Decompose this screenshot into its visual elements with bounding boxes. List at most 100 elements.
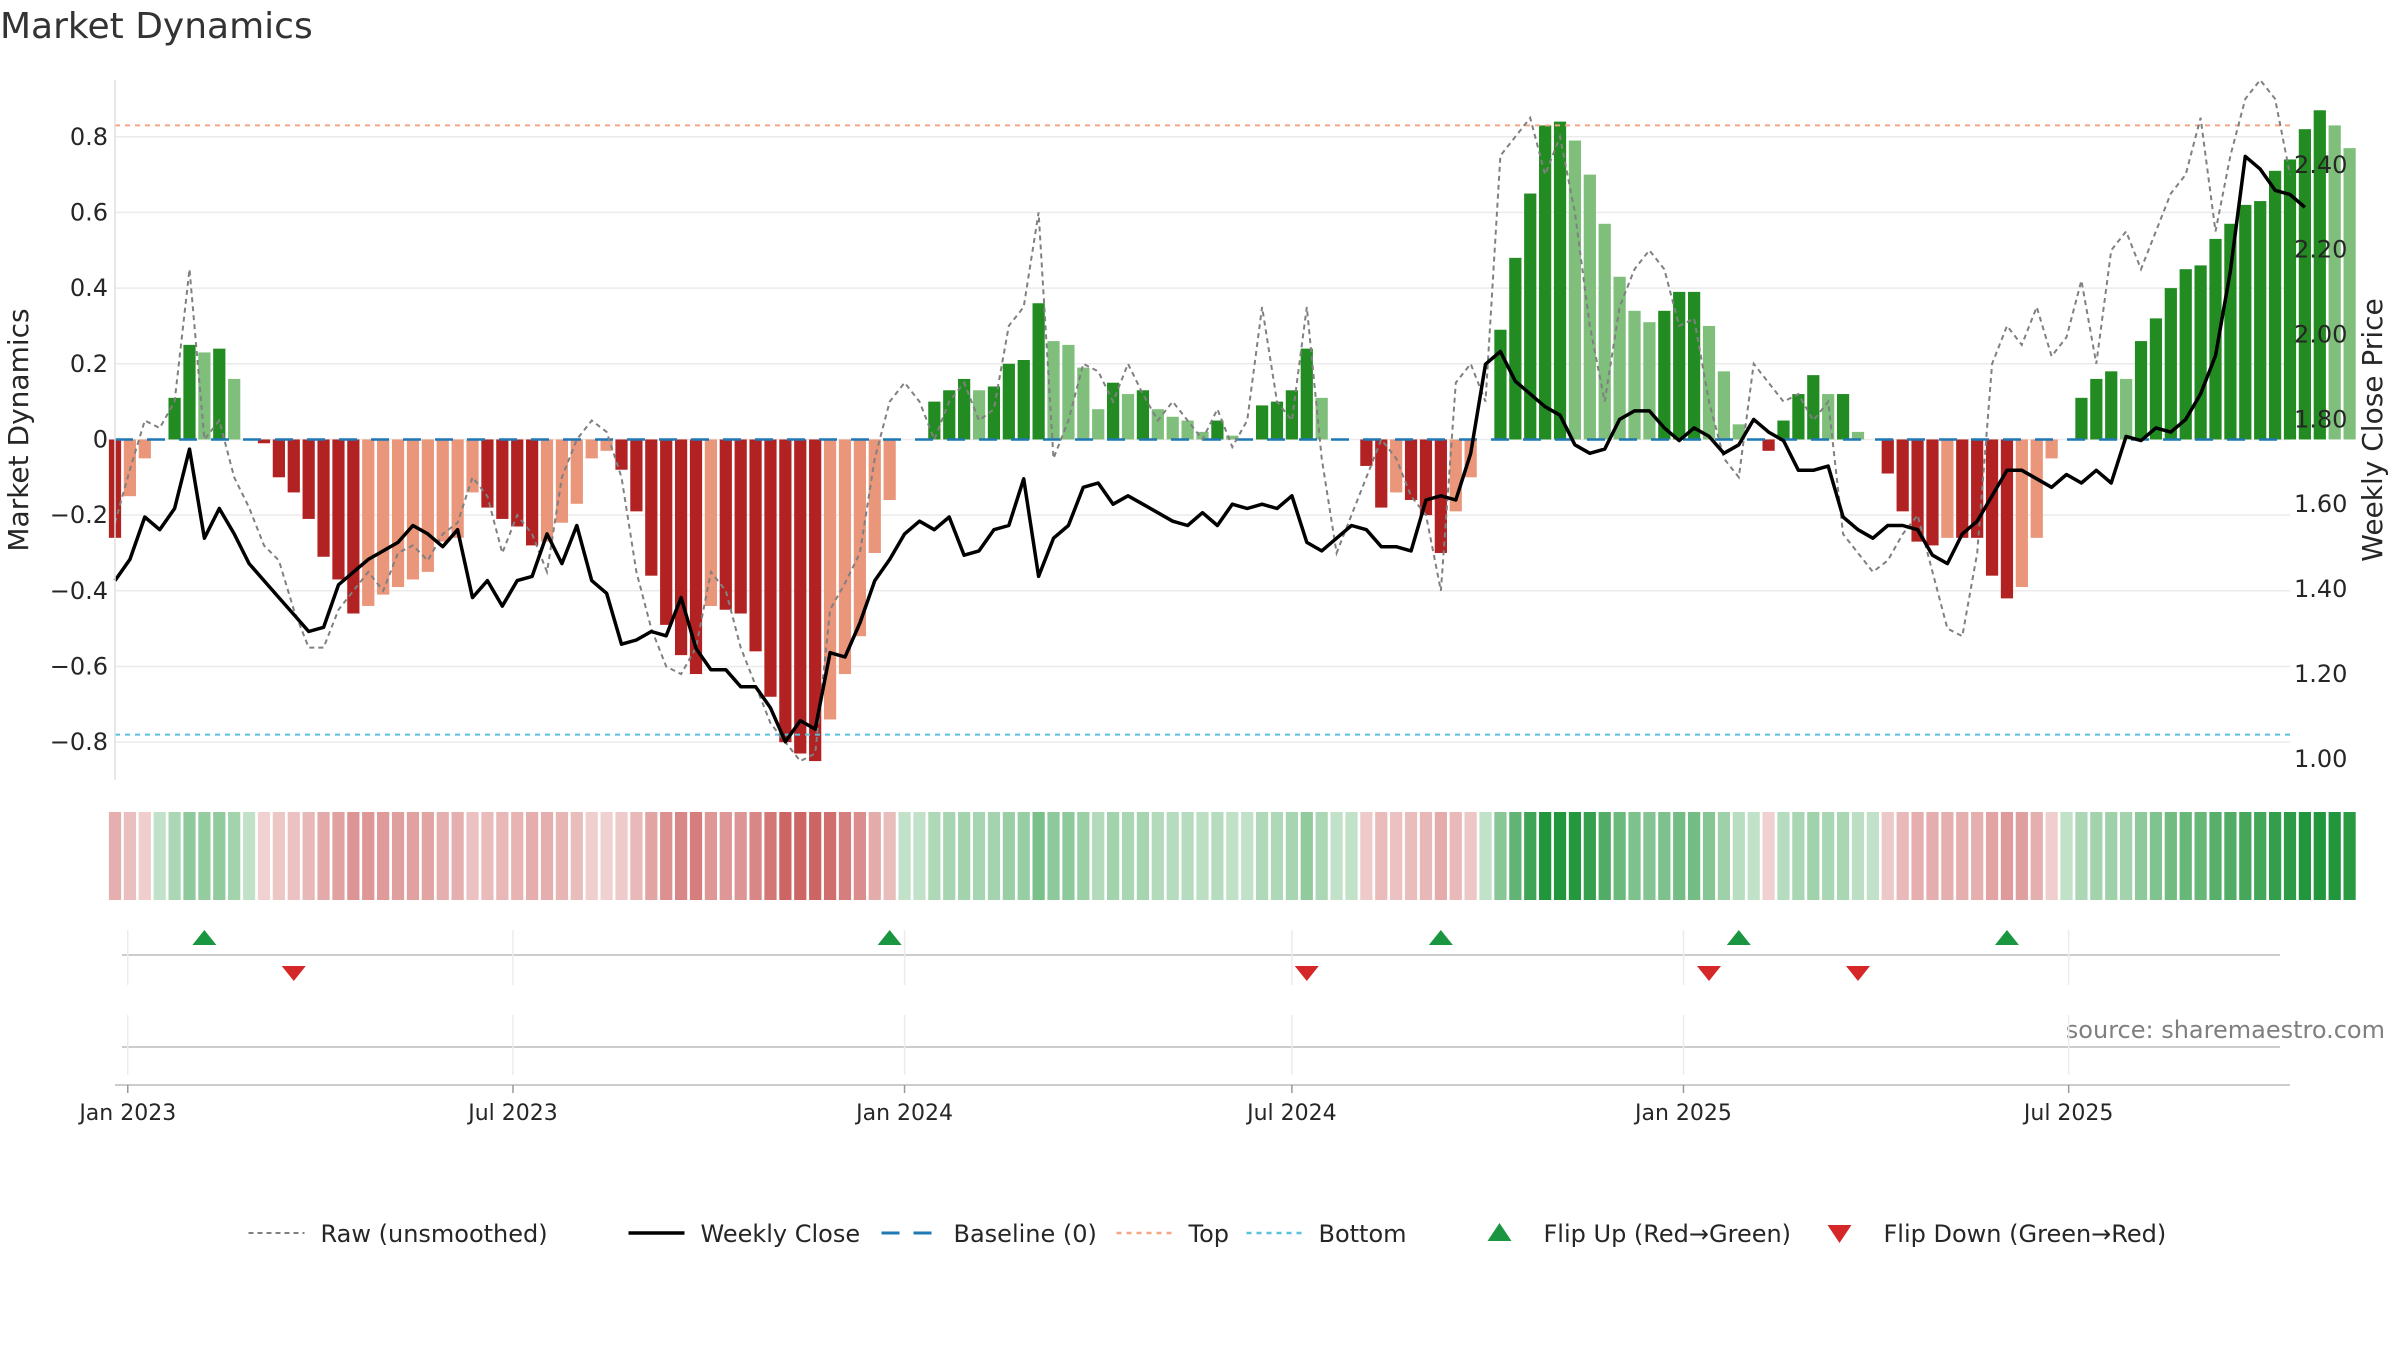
heat-cell [987,812,1001,900]
dynamics-bar [347,439,360,614]
heat-cell [1107,812,1120,900]
dynamics-bar [406,439,420,580]
dynamics-bar [1956,439,1969,538]
heat-cell [2030,812,2043,900]
heat-cell [704,812,717,900]
legend-item-flip_down[interactable]: Flip Down (Green→Red) [1827,1220,2167,1248]
heat-cell [1017,812,1030,900]
heat-cell [391,812,405,900]
dynamics-bar [1732,424,1745,440]
heat-cell [645,812,658,900]
heat-cell [674,812,688,900]
heat-cell [809,812,822,900]
legend-item-close[interactable]: Weekly Close [628,1220,861,1248]
dynamics-bar [1151,409,1164,440]
heat-cell [2075,812,2088,900]
heat-cell [734,812,747,900]
dynamics-bar [213,348,226,440]
legend-label: Flip Down (Green→Red) [1884,1220,2167,1248]
flip-up-marker [1428,930,1453,945]
heat-cell [958,812,971,900]
dynamics-bar [1911,439,1924,542]
heat-cell [1568,812,1582,900]
legend-item-flip_up[interactable]: Flip Up (Red→Green) [1487,1220,1792,1248]
heat-cell [2224,812,2237,900]
legend-label: Raw (unsmoothed) [321,1220,548,1248]
chart-title: Market Dynamics [0,6,313,47]
dynamics-bar [362,439,375,606]
heat-cell [2120,812,2133,900]
dynamics-bar [302,439,315,519]
heat-cell [570,812,583,900]
dynamics-bar [719,439,732,610]
dynamics-bar [1136,390,1150,440]
heat-cell [1926,812,1939,900]
legend[interactable]: Raw (unsmoothed) Weekly Close Baseline (0)… [248,1220,2167,1248]
heat-cell [302,812,315,900]
y-tick-label-right: 2.40 [2294,151,2347,179]
heat-cell [1971,812,1984,900]
heat-cell [823,812,837,900]
heat-cell [913,812,926,900]
heat-cell [1717,812,1731,900]
dynamics-bar [1375,439,1388,508]
heat-cell [1509,812,1522,900]
dynamics-bar [1196,431,1209,440]
heat-cell [1226,812,1239,900]
y-tick-label-right: 2.20 [2294,236,2347,264]
heat-cell [764,812,777,900]
dynamics-bar [2015,439,2028,588]
heat-cell [630,812,643,900]
heat-cell [138,812,151,900]
y-tick-label-left: 0.8 [70,123,108,151]
heat-cell [1702,812,1716,900]
heat-cell [1658,812,1671,900]
dynamics-bar [138,439,151,459]
dynamics-bar [1643,322,1656,440]
legend-item-baseline[interactable]: Baseline (0) [881,1220,1097,1248]
heat-cell [466,812,479,900]
x-tick-label: Jul 2023 [466,1101,558,1126]
dynamics-bar [1226,435,1239,440]
dynamics-bar [1360,439,1373,466]
heat-cell [406,812,420,900]
dynamics-bar [1032,303,1045,440]
y-tick-label-left: −0.2 [50,501,108,529]
heat-cell [2045,812,2058,900]
legend-item-raw[interactable]: Raw (unsmoothed) [248,1220,548,1248]
dynamics-bar [1553,121,1567,440]
raw-series-line [114,78,2291,763]
heat-cell [1255,812,1269,900]
heat-cell [2298,812,2312,900]
legend-item-top[interactable]: Top [1116,1220,1230,1248]
dynamics-bar [958,378,971,440]
heat-cell [1092,812,1105,900]
heat-cell [377,812,390,900]
flip-down-marker [281,966,306,981]
dynamics-bar [1985,439,1999,576]
heat-cell [1375,812,1388,900]
dynamics-bar [600,439,613,451]
heat-cell [1732,812,1745,900]
heat-cell [1836,812,1850,900]
heat-cell [1896,812,1909,900]
dynamics-bar [1613,276,1626,440]
heat-cell [540,812,554,900]
heat-cell [332,812,345,900]
legend-swatch [1827,1225,1852,1243]
dynamics-bar [1077,367,1090,440]
heat-cell [1270,812,1284,900]
dynamics-bar [1255,405,1269,440]
legend-item-bottom[interactable]: Bottom [1246,1220,1407,1248]
heat-cell [2179,812,2192,900]
heat-cell [1524,812,1537,900]
heat-cell [2209,812,2222,900]
source-credit: source: sharemaestro.com [2066,1016,2385,1044]
dynamics-bar [1047,341,1060,440]
dynamics-bar [1673,291,1686,440]
heat-cell [1807,812,1820,900]
heat-cell [451,812,464,900]
dynamics-bar [674,439,688,656]
heat-cell [496,812,509,900]
flip-markers-panel [122,930,2280,981]
